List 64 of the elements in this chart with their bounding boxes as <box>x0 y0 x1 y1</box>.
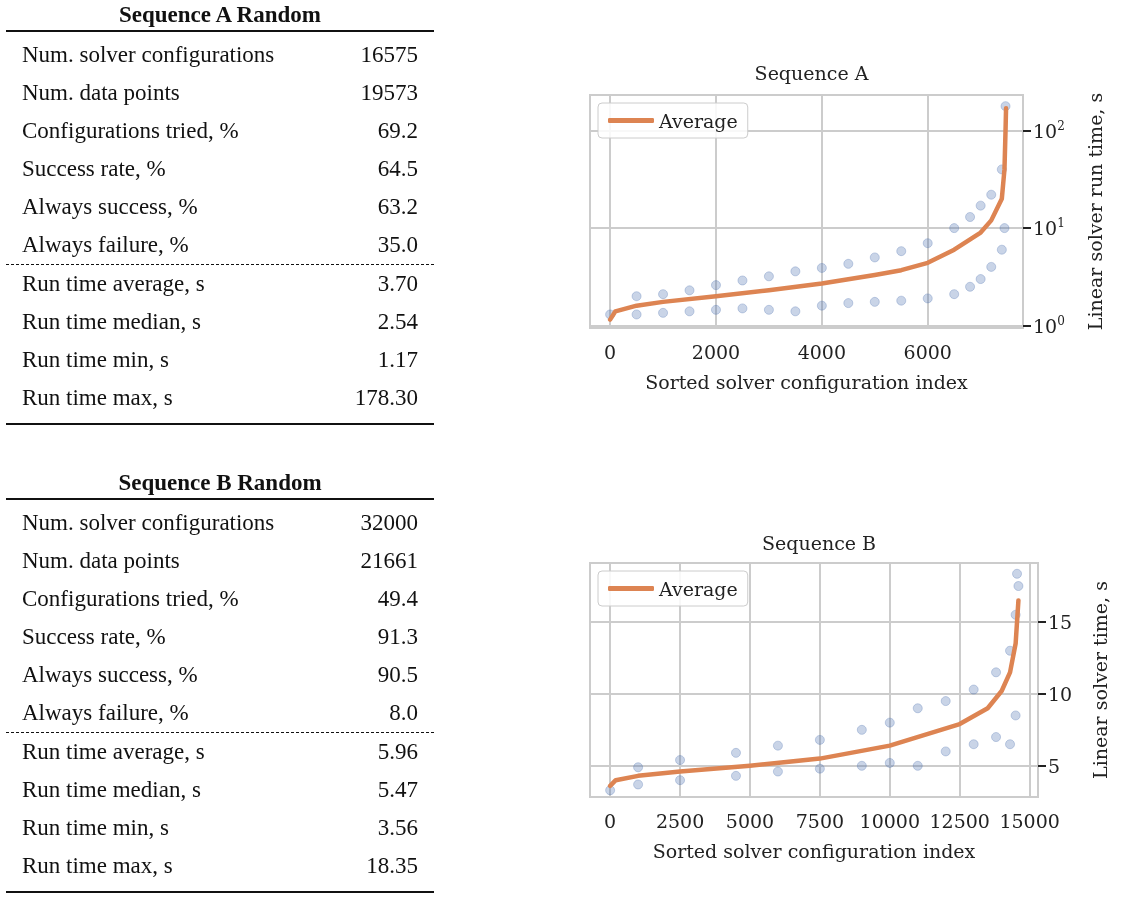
chart-title: Sequence B <box>761 531 877 554</box>
x-axis-title: Sorted solver configuration index <box>652 839 976 862</box>
x-tick-label: 4000 <box>797 340 847 363</box>
text: 69.2 <box>377 118 418 143</box>
category-label: Num. solver configurations <box>22 509 275 537</box>
text: 64.5 <box>377 156 418 181</box>
text: 8.0 <box>389 700 418 725</box>
category-label: Success rate, % <box>22 623 166 651</box>
x-tick-label: 6000 <box>903 340 952 363</box>
y-axis-title: Linear solver run time, s <box>1083 92 1106 331</box>
category-label: Configurations tried, % <box>22 117 239 145</box>
text: 35.0 <box>377 232 418 257</box>
x-axis-title: Sorted solver configuration index <box>645 370 969 393</box>
text: 90.5 <box>377 662 418 687</box>
text: 18.35 <box>366 853 418 878</box>
text: Sequence A Random <box>118 1 322 29</box>
y-tick-label: 10 <box>1048 682 1073 705</box>
text: 21661 <box>360 548 418 573</box>
category-label: Always success, % <box>22 661 198 689</box>
x-tick-label: 0 <box>604 809 617 832</box>
x-tick-label: 10000 <box>859 809 921 832</box>
x-tick-label: 2500 <box>655 809 705 832</box>
category-label: Run time median, s <box>22 308 201 336</box>
x-tick-label: 12500 <box>929 809 990 832</box>
text: 178.30 <box>354 385 418 410</box>
text: Sequence B Random <box>117 469 323 497</box>
category-label: Run time max, s <box>22 384 173 412</box>
text: 5.96 <box>377 739 418 764</box>
category-label: Run time median, s <box>22 776 201 804</box>
x-tick-label: 0 <box>604 340 617 363</box>
chart-title: Sequence A <box>754 61 869 84</box>
category-label: Success rate, % <box>22 155 166 183</box>
text: 3.70 <box>377 271 418 296</box>
category-label: Run time average, s <box>22 738 205 766</box>
x-tick-label: 7500 <box>795 809 845 832</box>
text: 2.54 <box>377 309 418 334</box>
legend-label: Average <box>658 577 738 600</box>
category-label: Run time min, s <box>22 814 169 842</box>
text: 63.2 <box>377 194 418 219</box>
y-tick-label: 15 <box>1048 610 1073 633</box>
y-axis-title: Linear solver time, s <box>1088 581 1111 779</box>
text: 19573 <box>360 80 418 105</box>
category-label: Always failure, % <box>22 231 189 259</box>
y-tick-label: 5 <box>1048 754 1061 777</box>
category-label: Num. data points <box>22 547 180 575</box>
text: 49.4 <box>377 586 418 611</box>
text: 91.3 <box>377 624 418 649</box>
x-tick-label: 2000 <box>691 340 741 363</box>
category-label: Num. data points <box>22 79 180 107</box>
text: 32000 <box>360 510 418 535</box>
category-label: Always failure, % <box>22 699 189 727</box>
x-tick-label: 5000 <box>725 809 775 832</box>
x-tick-label: 15000 <box>999 809 1060 832</box>
category-label: Num. solver configurations <box>22 41 275 69</box>
legend-label: Average <box>658 109 738 132</box>
text: 16575 <box>360 42 418 67</box>
text: 1.17 <box>377 347 418 372</box>
category-label: Run time max, s <box>22 852 173 880</box>
text: 5.47 <box>377 777 418 802</box>
category-label: Run time average, s <box>22 270 205 298</box>
category-label: Always success, % <box>22 193 198 221</box>
text: 3.56 <box>377 815 418 840</box>
category-label: Configurations tried, % <box>22 585 239 613</box>
category-label: Run time min, s <box>22 346 169 374</box>
